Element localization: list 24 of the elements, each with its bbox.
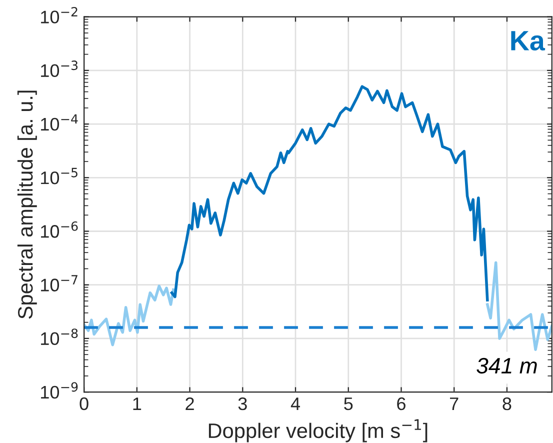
y-tick-label: 10$^{−3}$ — [41, 60, 78, 78]
x-tick-label: 5 — [344, 398, 353, 410]
line-series — [84, 284, 175, 346]
x-tick-label: 2 — [186, 397, 194, 410]
y-tick-label: 10$^{−6}$ — [41, 221, 78, 238]
y-tick-label: 10$^{−7}$ — [41, 275, 78, 292]
x-tick-label: 3 — [238, 397, 247, 410]
y-axis-title: Spectral amplitude [a. u.] — [17, 90, 37, 319]
y-tick-label: 10$^{−5}$ — [41, 168, 78, 184]
x-axis-title: Doppler velocity [m s$^{−1}$] — [208, 419, 428, 442]
y-tick-label: 10$^{−2}$ — [41, 6, 78, 24]
line-series — [486, 261, 552, 351]
y-tick-label: 10$^{−9}$ — [41, 382, 78, 399]
x-tick-label: 8 — [502, 397, 512, 410]
x-tick-label: 6 — [397, 397, 406, 410]
annotation: Ka — [511, 31, 546, 51]
y-tick-label: 10$^{−4}$ — [41, 114, 78, 131]
line-series — [170, 85, 489, 302]
x-tick-label: 0 — [80, 397, 88, 410]
x-tick-label: 4 — [290, 398, 300, 410]
x-tick-label: 7 — [450, 398, 458, 410]
annotation: 341 m — [476, 358, 537, 374]
y-tick-label: 10$^{−8}$ — [41, 328, 78, 346]
x-tick-label: 1 — [133, 398, 142, 410]
